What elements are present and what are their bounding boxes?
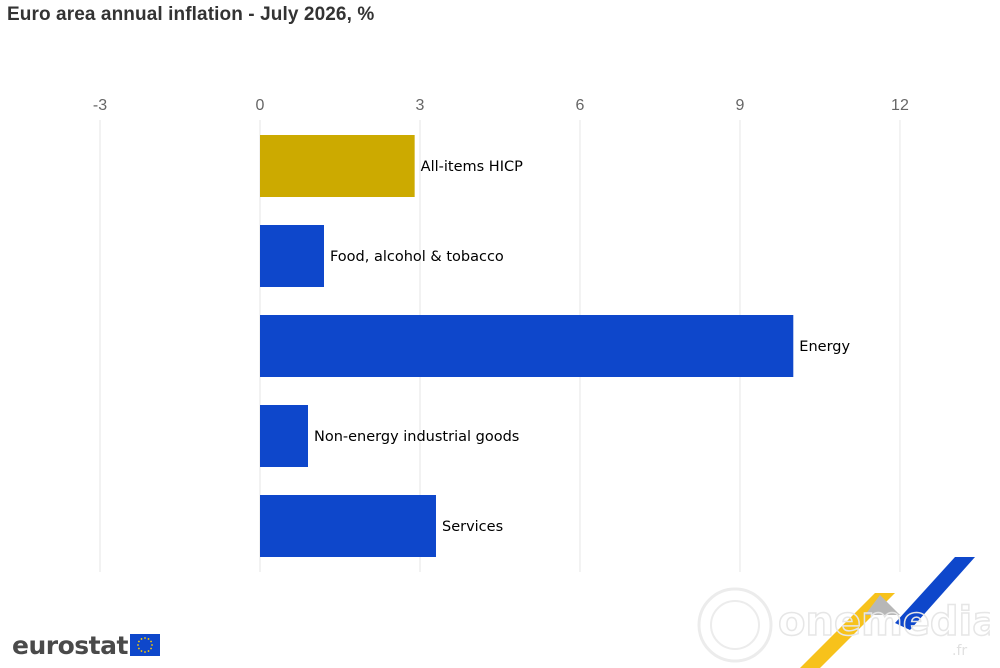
- chart-title: Euro area annual inflation - July 2026, …: [7, 4, 375, 25]
- flag-star: [137, 640, 140, 643]
- watermark-suffix: .fr: [952, 643, 967, 659]
- x-tick-label: 9: [736, 97, 745, 114]
- eurostat-logo: eurostat: [12, 630, 160, 660]
- watermark-text: onemedia: [778, 599, 990, 645]
- bar-chart: -3 0 3 6 9 12 All-items HICP Food, alcohol & t…: [93, 97, 909, 572]
- x-tick-label: 3: [416, 97, 425, 114]
- bar[interactable]: [260, 135, 415, 197]
- flag-star: [144, 637, 146, 639]
- flag-star: [144, 651, 146, 653]
- bar-label: All-items HICP: [421, 159, 523, 175]
- x-tick-label: 12: [891, 97, 909, 114]
- flag-star: [140, 650, 143, 652]
- x-tick-label: -3: [93, 97, 107, 114]
- bar[interactable]: [260, 315, 794, 377]
- flag-star: [147, 638, 150, 640]
- bars: [260, 135, 794, 557]
- flag-star: [147, 650, 150, 652]
- flag-star: [137, 644, 139, 646]
- x-tick-label: 0: [256, 97, 265, 114]
- flag-star: [137, 647, 140, 650]
- eu-flag-icon: [129, 634, 160, 656]
- onemedia-watermark: onemedia .fr: [697, 557, 990, 668]
- bar[interactable]: [260, 495, 436, 557]
- flag-star: [150, 640, 152, 643]
- bar-label: Energy: [799, 339, 850, 355]
- x-tick-label: 6: [576, 97, 585, 114]
- flag-star: [140, 638, 143, 640]
- bar[interactable]: [260, 405, 308, 467]
- x-axis-ticks: -3 0 3 6 9 12: [93, 97, 909, 114]
- flag-star: [150, 647, 152, 650]
- logo-text: eurostat: [12, 630, 128, 660]
- bar-label: Food, alcohol & tobacco: [330, 249, 504, 265]
- flag-star: [151, 644, 153, 646]
- bar-labels: All-items HICP Food, alcohol & tobacco Ene…: [314, 159, 850, 535]
- bar-label: Services: [442, 519, 503, 535]
- bar[interactable]: [260, 225, 324, 287]
- bar-label: Non-energy industrial goods: [314, 429, 519, 445]
